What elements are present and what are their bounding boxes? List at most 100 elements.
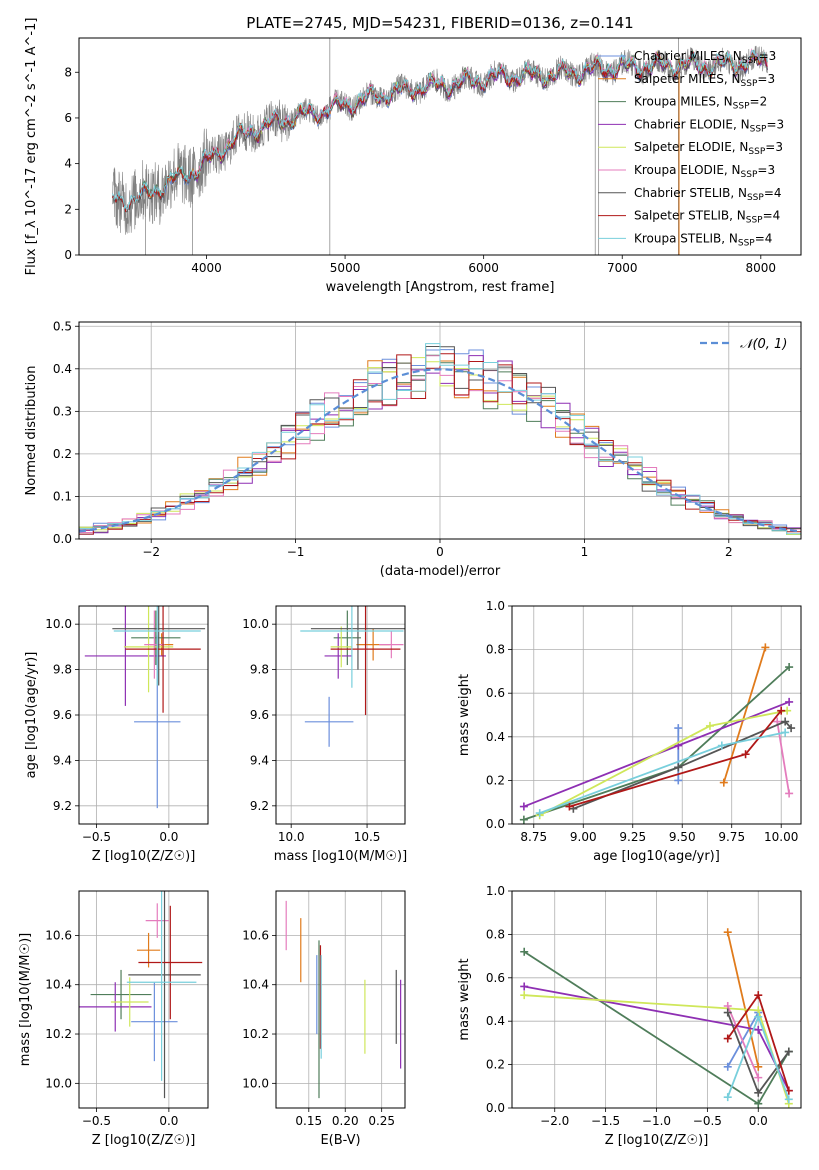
age_vs_Z-point (144, 610, 165, 679)
legend-label: Salpeter MILES, NSSP=3 (634, 72, 775, 89)
residuals-xtick-label: 1 (581, 545, 589, 559)
mass_vs_Z-point (138, 905, 203, 1020)
model-spectrum-line (111, 49, 768, 212)
mass_vs_Z-point (110, 977, 149, 1027)
spectrum-ytick-label: 8 (64, 65, 72, 79)
mass_weight_vs_age-ylabel: mass weight (457, 674, 472, 756)
mass_weight_vs_age-marker (785, 789, 794, 798)
mass_weight_vs_Z-marker (754, 1062, 763, 1071)
mass_weight_vs_Z-marker (754, 1073, 763, 1082)
mass_weight_vs_age-frame (511, 605, 802, 825)
mass_weight_vs_age-series-line (573, 720, 792, 810)
spectrum-ytick-label: 4 (64, 157, 72, 171)
mass_weight_vs_Z-ytick-label: 0.0 (486, 1101, 505, 1115)
mass_weight_vs_age-marker (781, 728, 790, 737)
mass_vs_Z-ylabel: mass [log10(M/M☉)] (18, 933, 33, 1066)
mass_weight_vs_age-marker (785, 697, 794, 706)
mass_weight_vs_age-series-line (722, 647, 767, 783)
age_vs_mass-point (330, 626, 352, 668)
age_vs_mass-ytick-label: 9.4 (250, 753, 269, 767)
age_vs_Z-frame (78, 605, 209, 825)
age_vs_mass-xlabel: mass [log10(M/M☉)] (274, 849, 407, 864)
age_vs_Z-xlabel: Z [log10(Z/Z☉)] (92, 849, 196, 864)
mass_weight_vs_Z-ytick-label: 0.6 (486, 971, 505, 985)
mass_vs_EBV-ytick-label: 10.2 (242, 1027, 269, 1041)
mass_weight_vs_Z-marker (723, 1034, 732, 1043)
mass_vs_Z-point (79, 982, 152, 1032)
age_vs_mass-ytick-label: 9.2 (250, 799, 269, 813)
residuals-plot-area (79, 343, 801, 538)
age_vs_mass-point (304, 696, 354, 747)
mass_weight_vs_Z-ytick-label: 0.4 (486, 1014, 505, 1028)
mass_vs_Z-xlabel: Z [log10(Z/Z☉)] (92, 1133, 196, 1148)
spectrum-plot-area (111, 38, 768, 255)
residuals-panel: −2 −1 0 1 2 0.0 0.1 0.2 0.3 0.4 0.5 (data-model)/er… (24, 319, 802, 579)
residuals-xtick-label: −1 (287, 545, 305, 559)
age_vs_Z-ytick-label: 9.8 (53, 663, 72, 677)
mass_vs_EBV-ytick-label: 10.0 (242, 1076, 269, 1090)
age_vs_Z-ylabel: age [log10(age/yr)] (24, 652, 39, 779)
mass_weight_vs_Z-marker (723, 1008, 732, 1017)
age_vs_mass-ytick-label: 9.8 (250, 663, 269, 677)
age_vs_Z-ytick-label: 9.4 (53, 753, 72, 767)
mass_weight_vs_Z-marker (754, 991, 763, 1000)
mass_vs_Z-ytick-label: 10.2 (45, 1027, 72, 1041)
mass_weight_vs_age-xtick-label: 9.25 (619, 830, 646, 844)
residuals-ytick-label: 0.1 (53, 489, 72, 503)
residuals-xtick-label: 2 (725, 545, 733, 559)
residual-histogram (79, 343, 801, 535)
mass_weight_vs_age-marker (565, 802, 574, 811)
gaussian-legend-label: 𝒩(0, 1) (740, 337, 787, 352)
mass_vs_EBV-ytick-label: 10.6 (242, 928, 269, 942)
age_vs_Z-ytick-label: 10.0 (45, 617, 72, 631)
spectrum-xtick-label: 6000 (468, 261, 499, 275)
residual-legend: 𝒩(0, 1) (700, 337, 787, 352)
mass_weight_vs_Z-xtick-label: −0.5 (693, 1114, 722, 1128)
mass_weight_vs_Z-marker (723, 1093, 732, 1102)
spectrum-xtick-label: 7000 (607, 261, 638, 275)
mass_weight_vs_age-marker (777, 706, 786, 715)
legend-label: Salpeter STELIB, NSSP=4 (634, 209, 780, 226)
mass_vs_Z-panel: −0.5 0.0 10.0 10.2 10.4 10.6 Z [log10(Z/Z☉)] ma… (18, 890, 209, 1148)
age_vs_mass-xtick-label: 10.5 (354, 830, 381, 844)
mass_vs_EBV-frame (275, 890, 406, 1109)
mass_vs_Z-frame (78, 890, 209, 1109)
age_vs_Z-point (112, 606, 206, 686)
mass_weight_vs_age-series-line (569, 710, 782, 808)
spectrum-xtick-label: 8000 (746, 261, 777, 275)
mass_weight_vs_age-ytick-label: 1.0 (486, 599, 505, 613)
legend-label: Chabrier MILES, NSSP=3 (634, 49, 776, 66)
mass_vs_Z-plot-area (79, 891, 203, 1099)
residuals-ylabel: Normed distribution (24, 366, 39, 496)
mass_weight_vs_Z-ytick-label: 0.8 (486, 927, 505, 941)
age_vs_Z-point (125, 606, 201, 713)
mass_vs_Z-xtick-label: 0.0 (159, 1114, 178, 1128)
mass_weight_vs_age-ytick-label: 0.4 (486, 730, 505, 744)
mass_weight_vs_age-marker (519, 802, 528, 811)
mass_weight_vs_Z-frame (511, 890, 802, 1109)
mass_weight_vs_age-marker (674, 763, 683, 772)
mass_weight_vs_age-marker (674, 724, 683, 733)
mass_weight_vs_age-marker (674, 776, 683, 785)
mass_vs_Z-ytick-label: 10.6 (45, 928, 72, 942)
mass_weight_vs_age-series-line (523, 666, 790, 821)
mass_weight_vs_age-panel: 8.75 9.00 9.25 9.50 9.75 10.00 0.0 0.2 0.4 0.6 0.8… (457, 599, 802, 864)
age_vs_mass-point (310, 606, 405, 670)
mass_vs_Z-point (126, 891, 197, 1081)
mass_vs_EBV-plot-area (285, 900, 402, 1099)
spectrum-xtick-label: 4000 (191, 261, 222, 275)
mass_weight_vs_age-marker (719, 778, 728, 787)
age_vs_Z-panel: −0.5 0.0 9.2 9.4 9.6 9.8 10.0 Z [log10(Z/Z☉)] ag… (24, 605, 209, 864)
mass_weight_vs_Z-xtick-label: −1.5 (591, 1114, 620, 1128)
mass_weight_vs_Z-marker (754, 1012, 763, 1021)
mass_weight_vs_age-marker (741, 750, 750, 759)
age_vs_Z-point (84, 606, 166, 706)
age_vs_Z-point (131, 610, 181, 666)
mass_vs_Z-ytick-label: 10.4 (45, 978, 72, 992)
residuals-xtick-label: −2 (142, 545, 160, 559)
mass_weight_vs_age-marker (535, 809, 544, 818)
legend-label: Kroupa STELIB, NSSP=4 (634, 231, 772, 248)
spectrum-panel: 4000 5000 6000 7000 8000 0 2 4 6 8 wavelength [Ang… (24, 18, 802, 295)
mass_weight_vs_age-ytick-label: 0.2 (486, 773, 505, 787)
